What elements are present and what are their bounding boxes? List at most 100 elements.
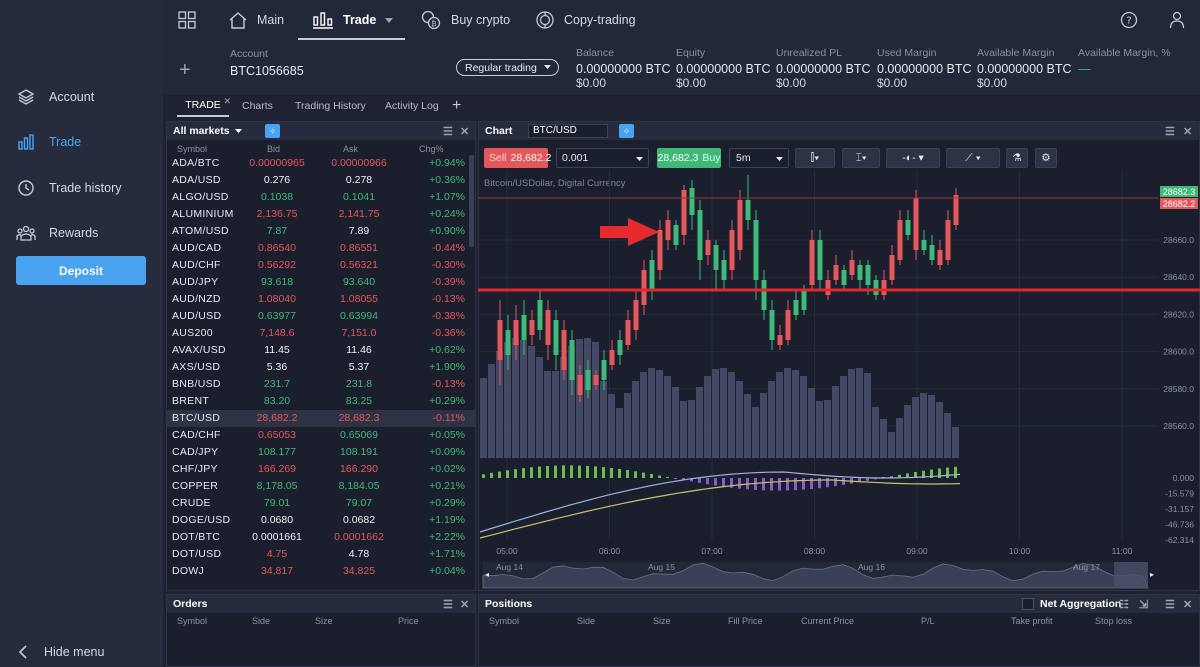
tab-charts[interactable]: Charts xyxy=(242,100,273,112)
profile-button[interactable] xyxy=(1169,0,1185,40)
table-row[interactable]: BNB/USD 231.7 231.8 -0.13% xyxy=(167,376,475,393)
table-row[interactable]: AUS200 7,148.6 7,151.0 -0.36% xyxy=(167,325,475,342)
table-row[interactable]: BRENT 83.20 83.25 +0.29% xyxy=(167,393,475,410)
ask-price-tag xyxy=(1160,186,1198,197)
price-chart[interactable]: Bitcoin/USDollar, Digital Currency 28660… xyxy=(478,170,1200,590)
stat-value: 0.00000000 BTC xyxy=(576,62,671,76)
menu-icon[interactable]: ☰ xyxy=(1165,599,1175,611)
tab-activity-log[interactable]: Activity Log xyxy=(385,100,439,112)
chevron-right-icon[interactable]: ▸ xyxy=(1150,570,1154,579)
buy-button[interactable]: 28,682.3 Buy xyxy=(657,148,721,168)
quantity-input[interactable]: 0.001 xyxy=(556,148,649,168)
volume-bar xyxy=(656,370,663,458)
sidebar-item-trade-history[interactable]: Trade history xyxy=(0,173,163,203)
volume-bar xyxy=(712,369,719,458)
table-row[interactable]: AUD/JPY 93.618 93.640 -0.39% xyxy=(167,274,475,291)
chevron-left-icon[interactable]: ◂ xyxy=(485,570,489,579)
volume-bar xyxy=(632,381,639,458)
bid-price-tag-text: 28682.2 xyxy=(1163,199,1196,209)
volume-bar xyxy=(680,401,687,458)
help-button[interactable]: ? xyxy=(1120,0,1138,40)
navigator-window[interactable] xyxy=(1114,562,1148,588)
link-icon[interactable]: ⁘ xyxy=(619,124,634,138)
nav-copy-trading[interactable]: Copy-trading xyxy=(535,0,636,40)
macd-bar xyxy=(546,466,549,478)
macd-bar xyxy=(938,468,941,478)
table-row[interactable]: AUD/USD 0.63977 0.63994 -0.38% xyxy=(167,308,475,325)
candle-body xyxy=(801,290,807,310)
markets-scrollbar[interactable] xyxy=(469,155,474,247)
close-icon[interactable]: ✕ xyxy=(460,599,470,611)
account-id[interactable]: BTC1056685 xyxy=(230,64,304,78)
close-icon[interactable]: ✕ xyxy=(1183,126,1193,138)
timeframe-select[interactable]: 5m xyxy=(729,148,789,168)
sell-button[interactable]: Sell 28,682.2 xyxy=(484,148,551,168)
table-row[interactable]: AVAX/USD 11.45 11.46 +0.62% xyxy=(167,342,475,359)
table-row[interactable]: AUD/NZD 1.08040 1.08055 -0.13% xyxy=(167,291,475,308)
drawing-tool-button[interactable]: ⟋ ▾ xyxy=(946,148,1000,168)
quantity-value: 0.001 xyxy=(562,152,589,164)
table-row[interactable]: DOGE/USD 0.0680 0.0682 +1.19% xyxy=(167,512,475,529)
table-row[interactable]: AXS/USD 5.36 5.37 +1.90% xyxy=(167,359,475,376)
caret-down-icon[interactable] xyxy=(234,129,242,133)
table-row[interactable]: BTC/USD 28,682.2 28,682.3 -0.11% xyxy=(167,410,475,427)
indicators-button[interactable]: ⌶▾ xyxy=(842,148,880,168)
volume-bar xyxy=(736,381,743,458)
macd-bar xyxy=(922,470,925,478)
link-icon[interactable]: ⁘ xyxy=(265,124,280,138)
menu-icon[interactable]: ☰ xyxy=(1165,126,1175,138)
table-row[interactable]: ALUMINIUM 2,136.75 2,141.75 +0.24% xyxy=(167,206,475,223)
cell-symbol: DOT/BTC xyxy=(172,531,221,543)
table-row[interactable]: ADA/USD 0.276 0.278 +0.36% xyxy=(167,172,475,189)
chart-type-button[interactable]: ⫿▾ xyxy=(795,148,835,168)
hide-menu-button[interactable]: Hide menu xyxy=(18,645,104,659)
table-row[interactable]: CHF/JPY 166.269 166.290 +0.02% xyxy=(167,461,475,478)
table-row[interactable]: CAD/JPY 108.177 108.191 +0.09% xyxy=(167,444,475,461)
close-icon[interactable]: ✕ xyxy=(223,96,231,106)
candle-body xyxy=(817,240,823,280)
close-icon[interactable]: ✕ xyxy=(460,126,470,138)
trading-mode-select[interactable]: Regular trading xyxy=(456,59,559,76)
apps-grid-button[interactable] xyxy=(178,0,196,40)
sidebar-item-trade[interactable]: Trade xyxy=(0,127,163,157)
tab-trade[interactable]: TRADE ✕ xyxy=(177,95,231,117)
list-icon[interactable]: ☷ xyxy=(1119,599,1129,611)
sidebar-item-account[interactable]: Account xyxy=(0,82,163,112)
menu-icon[interactable]: ☰ xyxy=(443,126,453,138)
add-account-button[interactable]: + xyxy=(179,59,191,82)
table-row[interactable]: AUD/CHF 0.56292 0.56321 -0.30% xyxy=(167,257,475,274)
table-row[interactable]: ALGO/USD 0.1038 0.1041 +1.07% xyxy=(167,189,475,206)
bar-chart-icon xyxy=(16,132,36,152)
nav-buy-crypto[interactable]: ₿ Buy crypto xyxy=(420,0,510,40)
table-row[interactable]: CAD/CHF 0.65053 0.65069 +0.05% xyxy=(167,427,475,444)
add-tab-button[interactable]: + xyxy=(452,95,461,117)
cell-bid: 93.618 xyxy=(260,276,294,288)
studies-button[interactable]: ⚗ xyxy=(1006,148,1028,168)
sidebar-item-rewards[interactable]: Rewards xyxy=(0,218,163,248)
tab-trading-history[interactable]: Trading History xyxy=(295,100,366,112)
deposit-button[interactable]: Deposit xyxy=(16,256,146,285)
table-row[interactable]: COPPER 8,178.05 8,184.05 +0.21% xyxy=(167,478,475,495)
chart-symbol-input[interactable]: BTC/USD xyxy=(528,124,608,138)
table-row[interactable]: AUD/CAD 0.86540 0.86551 -0.44% xyxy=(167,240,475,257)
table-row[interactable]: ADA/BTC 0.00000965 0.00000966 +0.94% xyxy=(167,155,475,172)
table-row[interactable]: DOT/BTC 0.0001661 0.0001662 +2.22% xyxy=(167,529,475,546)
cell-ask: 5.37 xyxy=(348,361,370,373)
table-row[interactable]: ATOM/USD 7.87 7.89 +0.90% xyxy=(167,223,475,240)
volume-bar xyxy=(888,432,895,458)
crosshair-button[interactable]: -◐- ▾ xyxy=(886,148,940,168)
date-axis: Aug 14 Aug 15 Aug 16 Aug 17 xyxy=(496,562,1100,572)
table-row[interactable]: DOT/USD 4.75 4.78 +1.71% xyxy=(167,546,475,563)
table-row[interactable]: DOWJ 34,817 34,825 +0.04% xyxy=(167,563,475,580)
net-aggregation-checkbox[interactable] xyxy=(1022,598,1034,610)
nav-trade[interactable]: Trade xyxy=(312,0,394,40)
chart-settings-button[interactable]: ⚙ xyxy=(1035,148,1057,168)
macd-bar xyxy=(578,465,581,478)
nav-main[interactable]: Main xyxy=(228,0,284,40)
menu-icon[interactable]: ☰ xyxy=(443,599,453,611)
table-row[interactable]: CRUDE 79.01 79.07 +0.29% xyxy=(167,495,475,512)
close-icon[interactable]: ✕ xyxy=(1183,599,1193,611)
markets-title[interactable]: All markets xyxy=(173,125,230,137)
export-icon[interactable]: ⇲ xyxy=(1139,599,1149,611)
nav-label: Trade xyxy=(343,13,377,27)
